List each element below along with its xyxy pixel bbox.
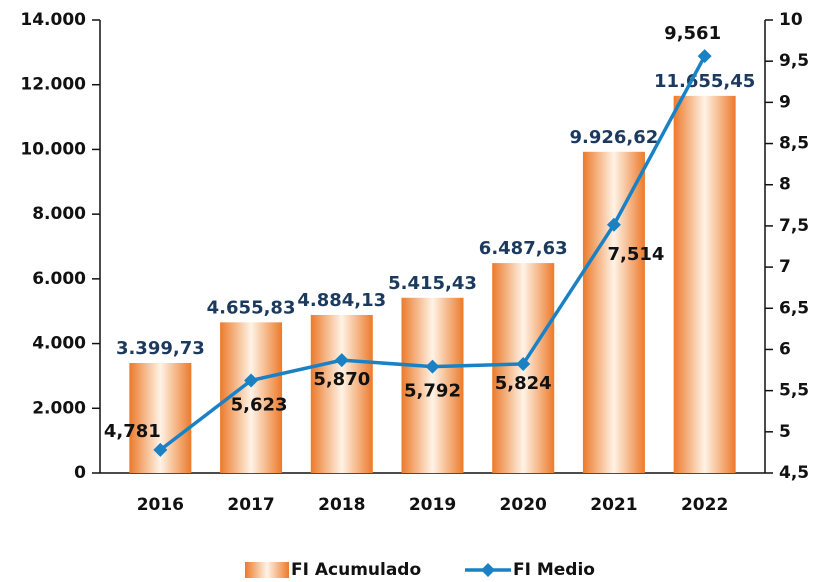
- y2-tick-label: 5: [779, 422, 791, 442]
- line-marker: [606, 217, 621, 232]
- x-tick-label: 2016: [137, 495, 184, 515]
- y2-tick-label: 8,5: [779, 134, 809, 154]
- line-marker: [153, 442, 168, 457]
- y-tick-label: 2.000: [32, 398, 86, 418]
- y2-tick-label: 5,5: [779, 381, 809, 401]
- bar-value-label: 11.655,45: [654, 71, 755, 92]
- y-tick-label: 8.000: [32, 204, 86, 224]
- legend-label: FI Acumulado: [291, 560, 421, 580]
- x-tick-label: 2019: [409, 495, 456, 515]
- y2-tick-label: 10: [779, 10, 803, 30]
- line-value-label: 4,781: [104, 421, 161, 442]
- line-value-label: 7,514: [607, 244, 664, 265]
- y-tick-label: 10.000: [20, 139, 86, 159]
- y2-tick-label: 9: [779, 92, 791, 112]
- legend-label: FI Medio: [513, 560, 595, 580]
- y2-tick-label: 6: [779, 339, 791, 359]
- y-tick-label: 0: [74, 463, 86, 483]
- y2-tick-label: 7,5: [779, 216, 809, 236]
- y2-tick-label: 9,5: [779, 51, 809, 71]
- line-value-label: 5,792: [404, 381, 461, 402]
- y2-tick-label: 6,5: [779, 298, 809, 318]
- line-value-label: 5,824: [495, 373, 552, 394]
- y2-tick-label: 7: [779, 257, 791, 277]
- line-marker: [697, 49, 712, 64]
- line-value-label: 5,870: [313, 369, 370, 390]
- y-tick-label: 6.000: [32, 269, 86, 289]
- y-tick-label: 4.000: [32, 334, 86, 354]
- bar-value-label: 5.415,43: [388, 273, 477, 294]
- bar: [673, 95, 736, 473]
- bar: [310, 314, 373, 473]
- x-tick-label: 2022: [681, 495, 728, 515]
- x-tick-label: 2021: [590, 495, 637, 515]
- bar: [401, 297, 464, 473]
- legend-swatch: [245, 562, 289, 578]
- bar-value-label: 4.655,83: [207, 297, 296, 318]
- line-marker: [516, 356, 531, 371]
- line-value-label: 9,561: [664, 23, 721, 44]
- y-tick-label: 14.000: [20, 10, 86, 30]
- bar: [582, 151, 645, 474]
- line-marker: [244, 373, 259, 388]
- bar-value-label: 9.926,62: [570, 127, 659, 148]
- y-tick-label: 12.000: [20, 75, 86, 95]
- y2-tick-label: 4,5: [779, 463, 809, 483]
- bar-value-label: 4.884,13: [297, 290, 386, 311]
- x-tick-label: 2018: [318, 495, 365, 515]
- y2-tick-label: 8: [779, 175, 791, 195]
- line-marker: [334, 353, 349, 368]
- x-tick-label: 2017: [227, 495, 274, 515]
- bar-value-label: 6.487,63: [479, 238, 568, 259]
- x-tick-label: 2020: [500, 495, 547, 515]
- legend-marker: [481, 563, 495, 577]
- line-value-label: 5,623: [231, 395, 288, 416]
- bar-value-label: 3.399,73: [116, 338, 205, 359]
- line-marker: [425, 359, 440, 374]
